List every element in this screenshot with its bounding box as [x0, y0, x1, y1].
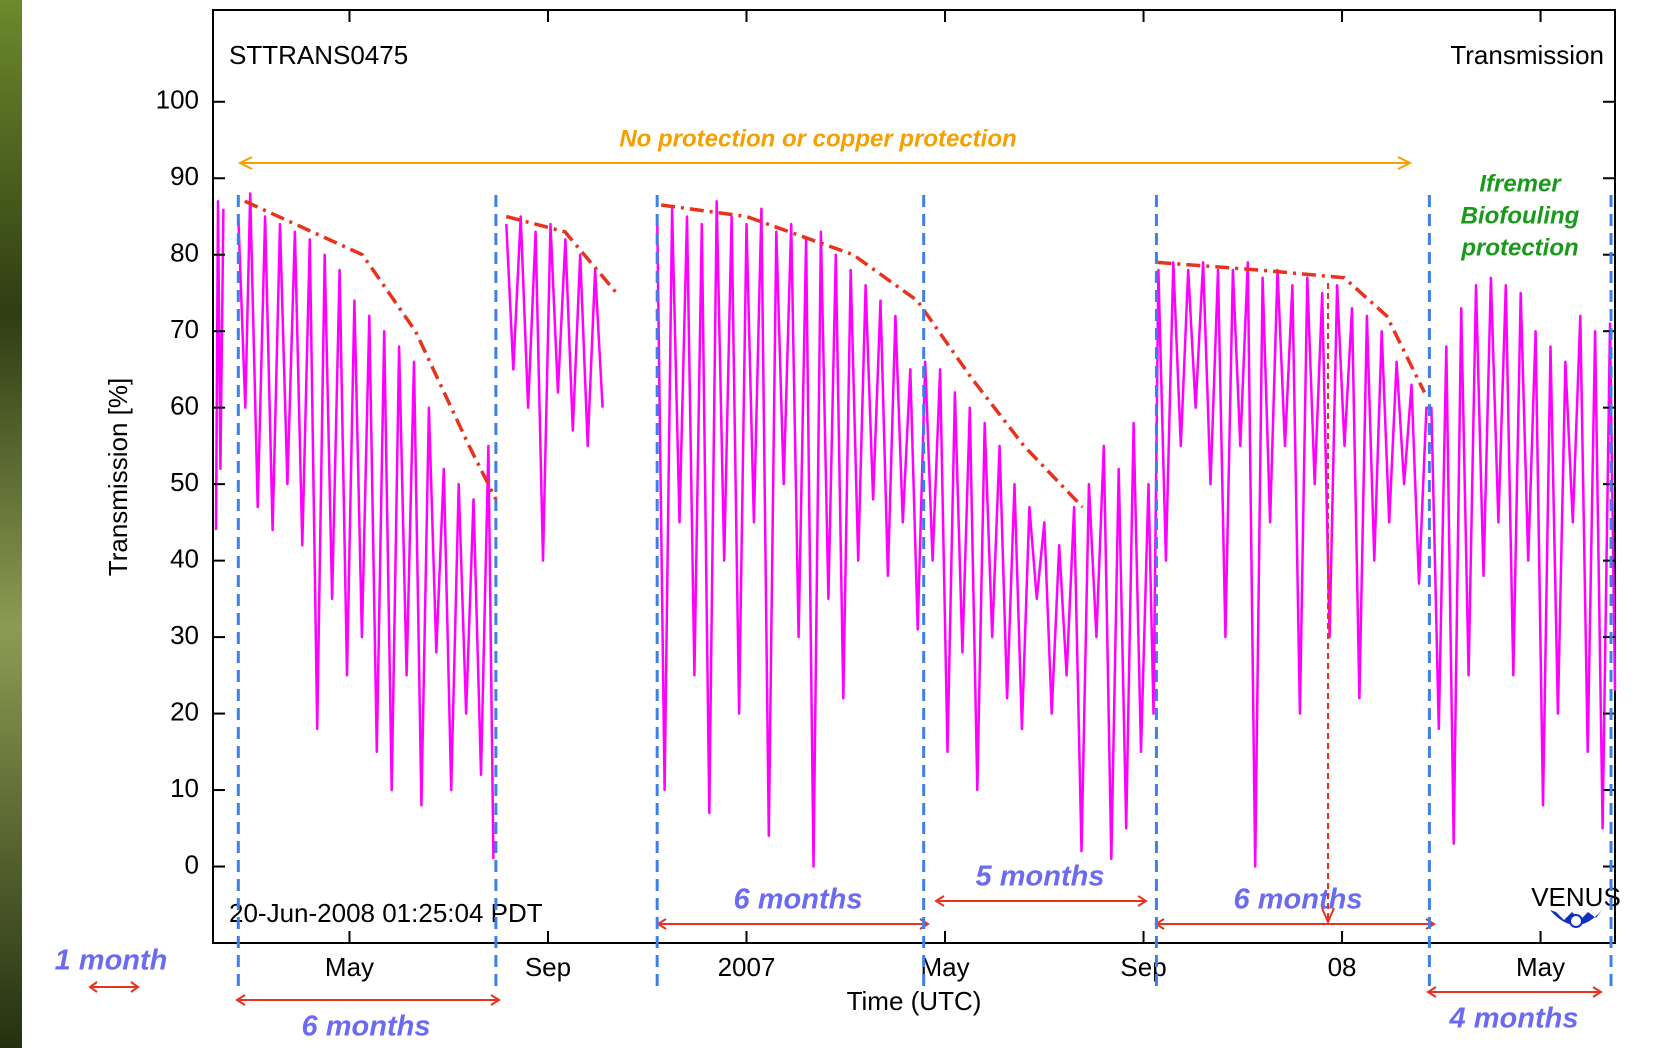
x-tick-label: 08: [1328, 952, 1357, 982]
x-axis-label: Time (UTC): [847, 986, 982, 1016]
y-tick-label: 90: [170, 161, 199, 191]
chart-subtitle: Transmission: [1450, 40, 1604, 70]
chart-title: STTRANS0475: [229, 40, 408, 70]
logo-mark: [1569, 914, 1583, 928]
duration-arrows: [88, 283, 1603, 1006]
y-tick-label: 0: [185, 849, 199, 879]
logo-text: VENUS: [1531, 882, 1621, 912]
x-tick-label: May: [325, 952, 374, 982]
trend-line: [244, 199, 1426, 509]
span-arrow: [237, 156, 1413, 170]
duration-label: 6 months: [1234, 884, 1363, 916]
y-tick-label: 60: [170, 391, 199, 421]
y-tick-label: 40: [170, 543, 199, 573]
duration-label: 6 months: [302, 1011, 431, 1043]
annotation: protection: [1460, 234, 1578, 261]
y-axis-label: Transmission [%]: [103, 378, 133, 576]
y-tick-label: 50: [170, 467, 199, 497]
photo-strip: [0, 0, 22, 1048]
y-tick-label: 20: [170, 696, 199, 726]
data-line: [214, 192, 1617, 868]
y-tick-label: 70: [170, 314, 199, 344]
timestamp: 20-Jun-2008 01:25:04 PDT: [229, 898, 543, 928]
x-tick-label: May: [1516, 952, 1565, 982]
y-tick-label: 10: [170, 773, 199, 803]
annotation: Biofouling: [1461, 202, 1580, 229]
duration-label: 4 months: [1449, 1003, 1579, 1035]
y-tick-label: 30: [170, 620, 199, 650]
duration-label: 5 months: [976, 861, 1105, 893]
duration-label: 1 month: [55, 945, 168, 977]
duration-label: 6 months: [734, 884, 863, 916]
venus-logo: VENUS: [1531, 882, 1621, 928]
annotation: No protection or copper protection: [619, 125, 1016, 152]
x-tick-label: May: [920, 952, 969, 982]
x-tick-label: 2007: [718, 952, 776, 982]
x-tick-label: Sep: [525, 952, 571, 982]
plot-area: [214, 192, 1617, 868]
y-tick-label: 80: [170, 238, 199, 268]
annotation: Ifremer: [1479, 170, 1562, 197]
y-tick-label: 100: [156, 85, 199, 115]
x-tick-label: Sep: [1120, 952, 1166, 982]
